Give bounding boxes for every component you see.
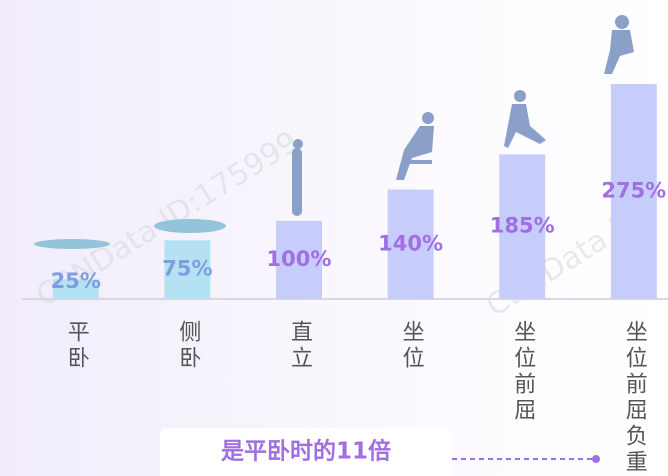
bar	[387, 189, 434, 299]
bar	[52, 279, 99, 299]
value-label: 185%	[490, 214, 555, 238]
x-tick-label: 直立	[287, 320, 312, 372]
value-label: 75%	[162, 257, 212, 281]
value-label: 140%	[378, 231, 443, 255]
x-tick-label: 平卧	[64, 320, 89, 372]
bar	[499, 154, 546, 299]
x-tick-label: 坐位前屈	[510, 320, 536, 424]
x-tick-label: 侧卧	[175, 320, 201, 372]
bar	[610, 84, 657, 299]
annotation-box	[160, 428, 452, 476]
annotation: 是平卧时的11倍	[221, 438, 391, 465]
x-tick-label: 坐位	[399, 320, 425, 372]
value-label: 100%	[267, 247, 332, 271]
figures	[34, 15, 634, 249]
value-label: 275%	[601, 179, 666, 203]
annotation-dot	[592, 455, 600, 463]
x-tick-label: 坐位前屈负重	[622, 320, 648, 476]
value-label: 25%	[51, 269, 101, 293]
bar	[276, 220, 322, 299]
bar	[164, 240, 211, 299]
